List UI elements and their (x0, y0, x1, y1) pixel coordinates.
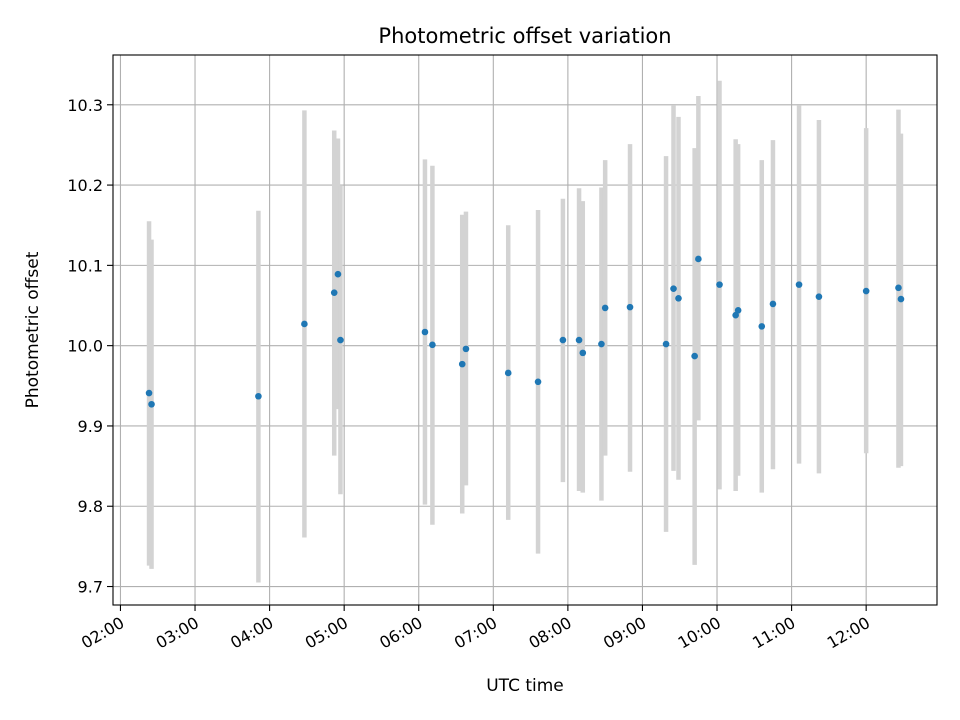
data-point (670, 285, 677, 292)
y-tick-label: 9.7 (78, 578, 103, 597)
x-axis-label: UTC time (486, 676, 564, 696)
data-point (769, 300, 777, 308)
data-point (691, 352, 698, 360)
data-point (716, 281, 723, 288)
plot-frame (112, 54, 938, 606)
data-point (462, 345, 470, 353)
data-point (148, 400, 155, 408)
data-point (662, 340, 670, 348)
y-tick-label: 10.3 (67, 96, 103, 115)
data-point (334, 270, 342, 278)
data-point (337, 336, 344, 344)
data-point (575, 336, 583, 344)
data-points (145, 255, 905, 408)
data-point (598, 340, 605, 348)
y-axis-ticks: 9.7 9.8 9.9 10.0 10.1 10.2 10.3 (67, 96, 113, 597)
data-point (895, 284, 902, 292)
data-point (458, 360, 466, 368)
y-tick-label: 9.9 (78, 417, 103, 436)
data-point (145, 389, 153, 397)
data-point (695, 255, 702, 263)
data-point (897, 295, 905, 303)
y-tick-label: 10.0 (67, 337, 103, 356)
y-tick-label: 10.1 (67, 256, 103, 275)
y-axis-label: Photometric offset (23, 251, 43, 408)
y-tick-label: 9.8 (78, 497, 103, 516)
data-point (675, 294, 682, 302)
data-point (815, 293, 823, 300)
data-point (734, 307, 742, 314)
data-point (504, 369, 512, 377)
data-point (758, 323, 766, 330)
data-point (301, 320, 308, 328)
y-tick-label: 10.2 (67, 176, 103, 195)
data-point (626, 303, 634, 311)
data-point (255, 392, 262, 400)
plot-area (113, 55, 937, 605)
chart-title: Photometric offset variation (378, 24, 671, 48)
data-point (421, 328, 429, 336)
data-point (579, 349, 587, 357)
data-point (601, 304, 609, 312)
data-point (534, 378, 542, 386)
data-point (429, 341, 436, 349)
data-point (330, 289, 338, 296)
data-point (795, 281, 803, 288)
data-point (862, 287, 870, 295)
data-point (559, 336, 567, 344)
